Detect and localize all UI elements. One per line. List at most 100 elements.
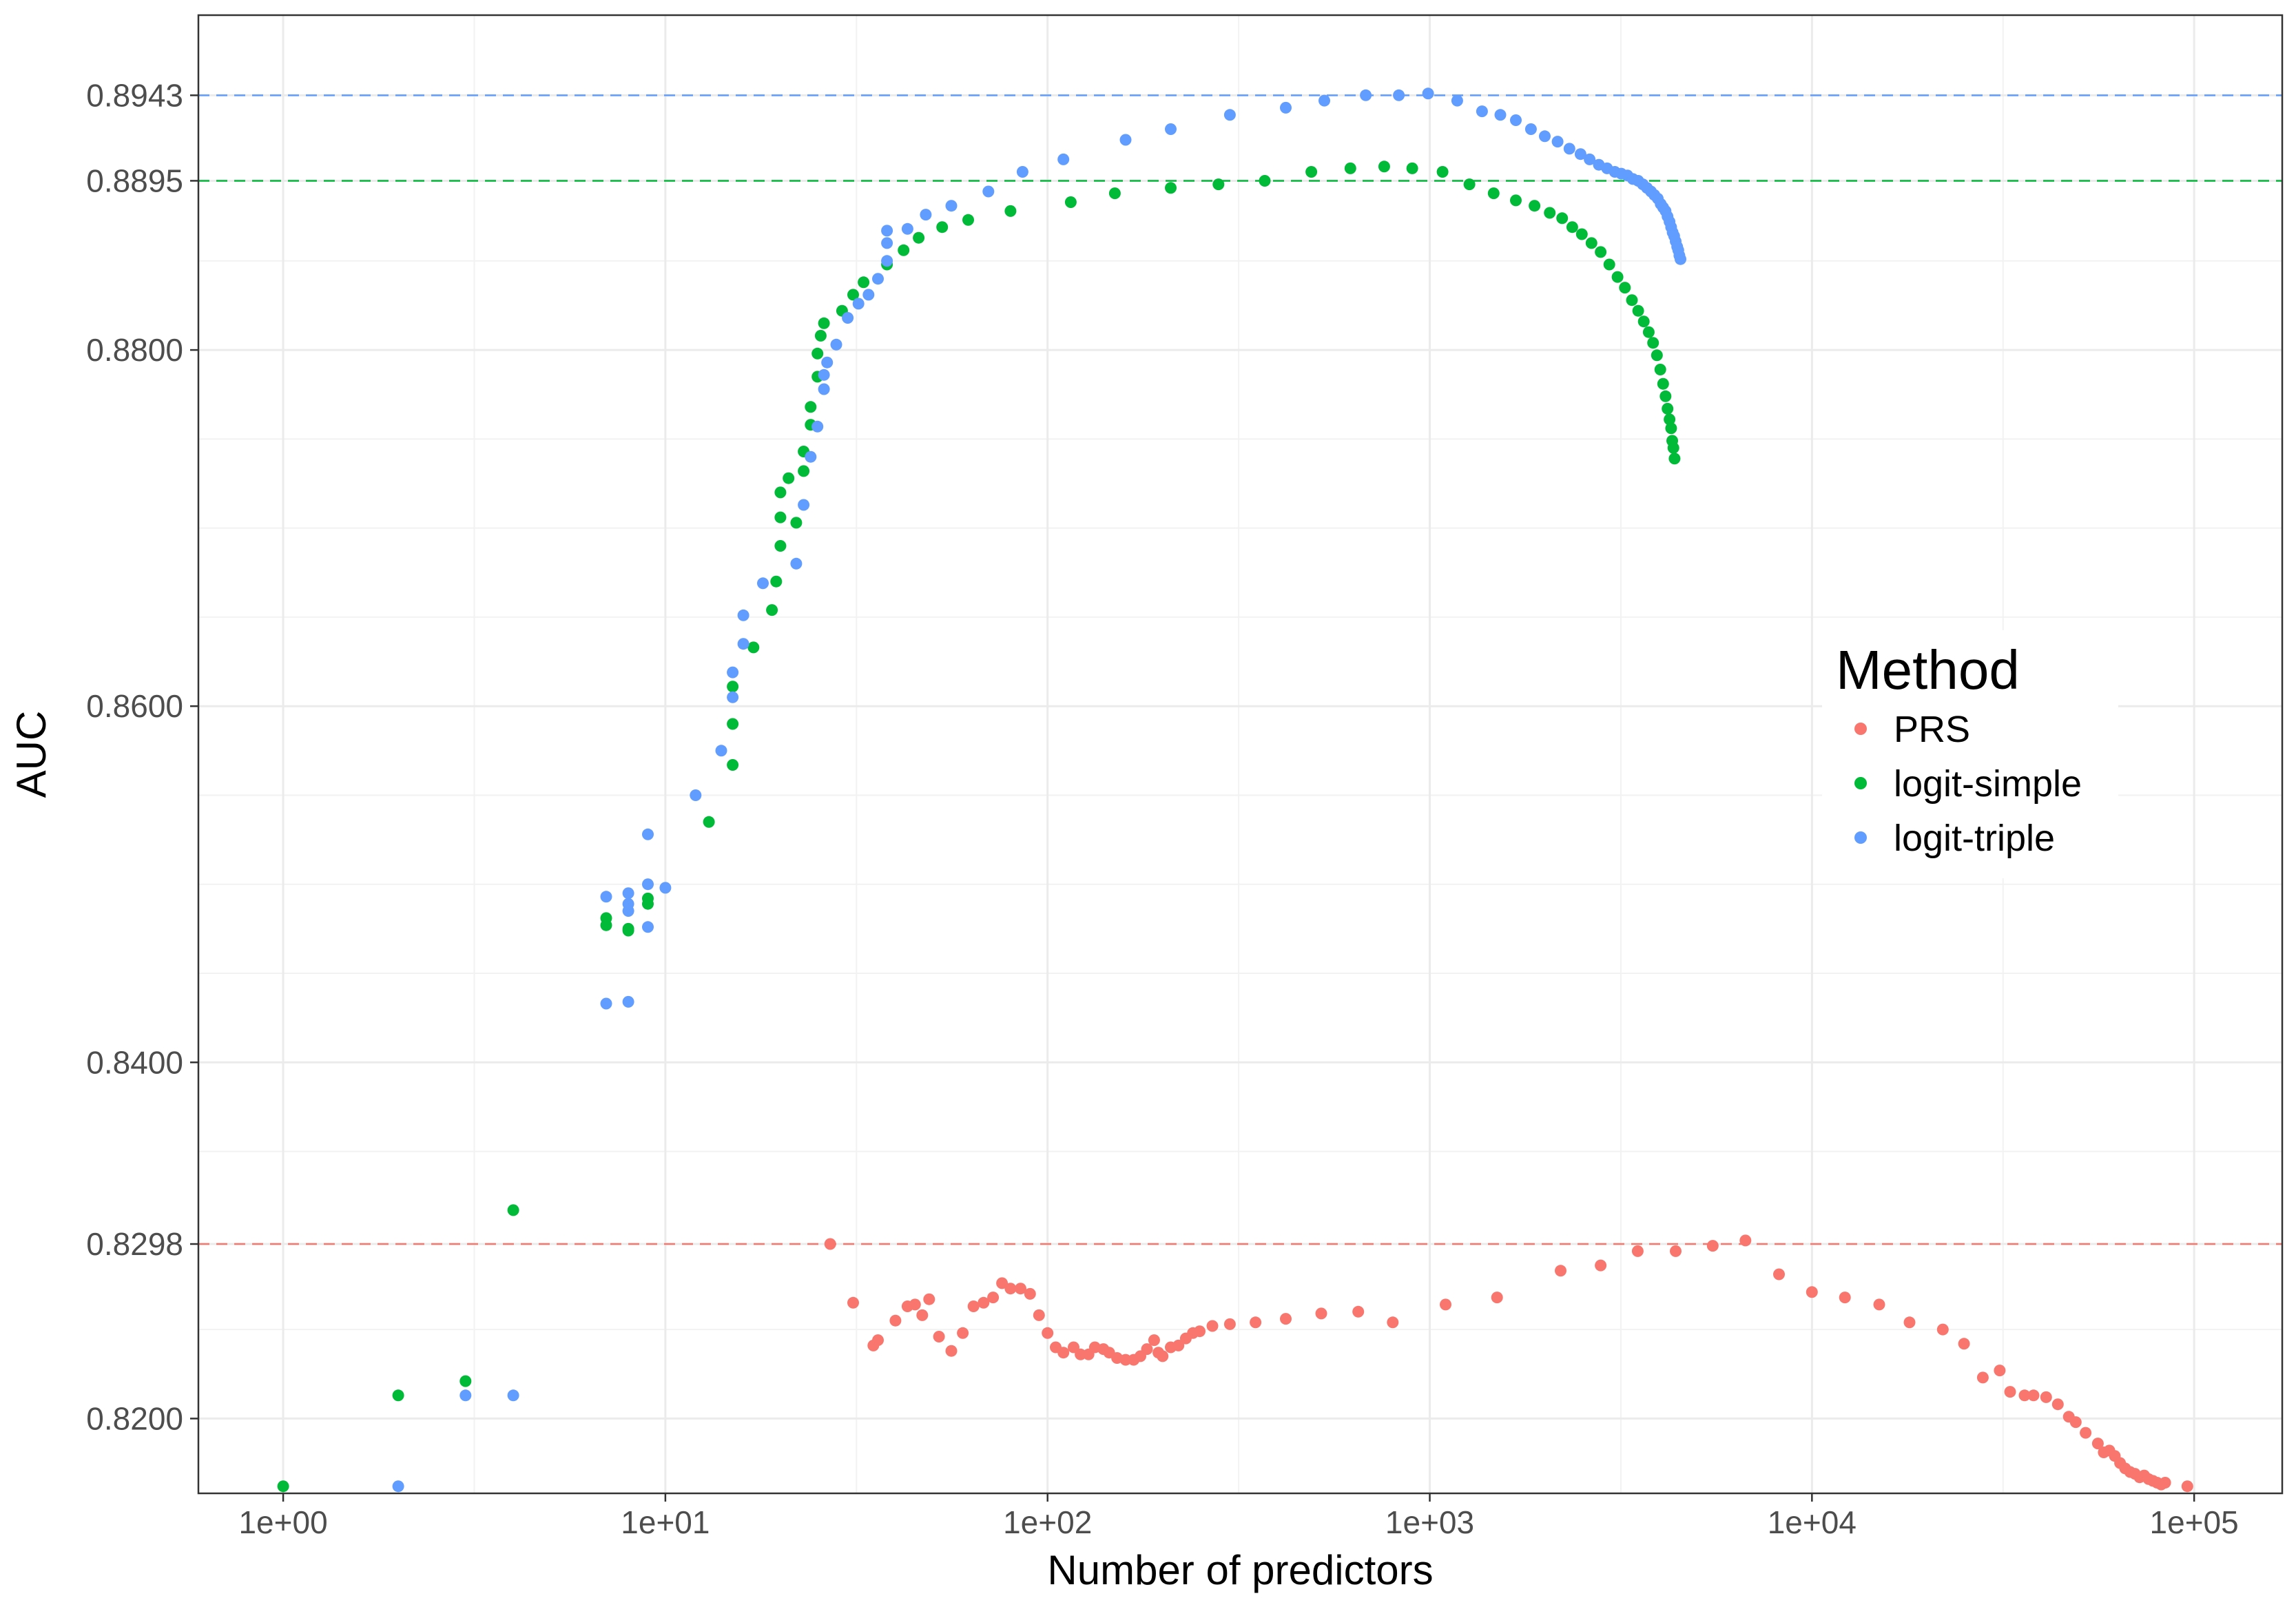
- data-point: [1675, 253, 1686, 265]
- data-point: [842, 312, 854, 324]
- data-point: [1529, 200, 1541, 212]
- data-point: [920, 209, 932, 221]
- y-tick-label: 0.8200: [86, 1400, 183, 1436]
- legend-key: [1854, 723, 1867, 735]
- minor-gridlines: [198, 15, 2282, 1493]
- data-point: [1057, 153, 1070, 165]
- x-tick-label: 1e+04: [1768, 1504, 1857, 1540]
- data-point: [1619, 282, 1631, 294]
- x-tick-label: 1e+00: [238, 1504, 327, 1540]
- data-point: [1223, 1318, 1236, 1330]
- data-point: [622, 922, 634, 935]
- legend-item: logit-simple: [1854, 763, 2082, 805]
- data-point: [727, 759, 739, 771]
- data-point: [2091, 1438, 2104, 1450]
- data-point: [727, 691, 739, 703]
- x-axis-title: Number of predictors: [1047, 1547, 1433, 1593]
- data-point: [1172, 1339, 1185, 1351]
- y-axis-title: AUC: [8, 711, 54, 798]
- legend-label: logit-triple: [1894, 818, 2055, 859]
- data-point: [1595, 1259, 1607, 1272]
- data-point: [1574, 148, 1586, 160]
- data-point: [936, 221, 949, 234]
- data-point: [821, 356, 834, 369]
- data-point: [889, 1314, 902, 1327]
- data-point: [1259, 175, 1271, 187]
- data-point: [872, 1334, 884, 1347]
- data-point: [945, 1345, 958, 1357]
- legend-item: logit-triple: [1854, 818, 2055, 859]
- legend-key: [1854, 777, 1867, 789]
- data-point: [805, 450, 817, 463]
- data-point: [913, 231, 925, 244]
- data-point: [1662, 402, 1674, 415]
- data-point: [811, 347, 824, 360]
- series-logit-simple: [277, 160, 1681, 1493]
- data-point: [2159, 1477, 2171, 1489]
- legend-background: [1822, 630, 2118, 878]
- data-point: [1119, 1354, 1132, 1366]
- data-point: [847, 289, 859, 301]
- data-point: [1360, 89, 1372, 101]
- data-point: [1642, 326, 1655, 338]
- data-point: [1665, 422, 1677, 435]
- data-point: [1631, 1245, 1644, 1257]
- data-point: [1318, 94, 1330, 107]
- data-point: [881, 225, 893, 237]
- data-point: [459, 1375, 472, 1387]
- data-point: [2040, 1391, 2052, 1403]
- data-point: [1004, 1283, 1017, 1295]
- data-point: [392, 1389, 404, 1402]
- data-point: [2027, 1389, 2040, 1402]
- data-point: [818, 369, 830, 381]
- data-point: [2018, 1389, 2031, 1402]
- data-point: [1739, 1234, 1752, 1247]
- legend-label: logit-simple: [1894, 763, 2082, 805]
- data-point: [1936, 1323, 1949, 1336]
- data-point: [1670, 1245, 1682, 1257]
- data-point: [978, 1296, 990, 1309]
- data-point: [600, 891, 612, 903]
- data-point: [1654, 364, 1666, 375]
- data-point: [600, 997, 612, 1010]
- x-axis: 1e+00 1e+01 1e+02 1e+03 1e+04 1e+05: [238, 1493, 2239, 1540]
- data-point: [933, 1331, 945, 1342]
- data-point: [1637, 315, 1650, 328]
- data-point: [996, 1277, 1009, 1289]
- data-point: [2004, 1386, 2016, 1398]
- legend: Method PRS logit-simple logit-triple: [1822, 630, 2118, 878]
- data-point: [1584, 153, 1596, 165]
- data-point: [798, 499, 810, 511]
- data-point: [703, 816, 715, 828]
- data-point: [774, 540, 787, 552]
- data-point: [957, 1327, 969, 1339]
- legend-key: [1854, 831, 1867, 844]
- y-axis: 0.8200 0.8298 0.8400 0.8600 0.8800 0.8895 0.89…: [86, 77, 198, 1436]
- data-point: [1406, 162, 1418, 174]
- data-point: [1212, 178, 1225, 191]
- data-point: [1563, 143, 1575, 155]
- data-point: [852, 298, 865, 310]
- data-point: [1873, 1298, 1885, 1311]
- data-point: [1667, 442, 1679, 454]
- series-PRS: [824, 1234, 2193, 1493]
- data-point: [798, 465, 810, 477]
- data-point: [737, 638, 749, 650]
- data-point: [1015, 1283, 1026, 1295]
- data-point: [881, 237, 893, 249]
- reference-lines: [198, 94, 2282, 1245]
- data-point: [642, 828, 654, 840]
- data-point: [1004, 205, 1017, 217]
- data-point: [459, 1389, 472, 1402]
- data-point: [1194, 1325, 1206, 1338]
- data-point: [805, 401, 817, 413]
- data-point: [1206, 1320, 1219, 1332]
- y-tick-label: 0.8600: [86, 688, 183, 724]
- data-point: [987, 1292, 1000, 1304]
- data-point: [1494, 109, 1507, 121]
- data-point: [1626, 294, 1638, 307]
- data-point: [2181, 1480, 2193, 1493]
- data-point: [1280, 1313, 1292, 1325]
- data-point: [1651, 349, 1663, 362]
- data-point: [392, 1480, 404, 1493]
